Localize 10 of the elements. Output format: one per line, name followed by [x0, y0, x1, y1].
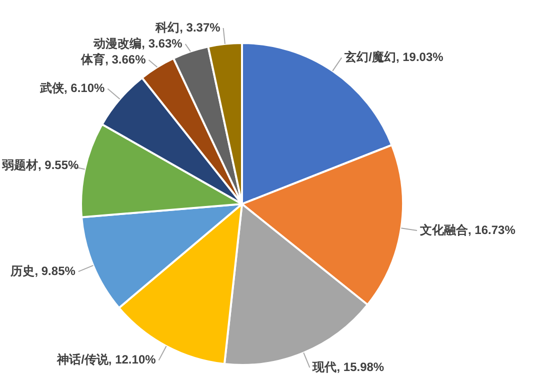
slice-label: 武侠, 6.10% [39, 81, 106, 96]
slice-label: 历史, 9.85% [10, 264, 76, 278]
slice-label: 弱题材, 9.55% [1, 158, 80, 172]
slice-label: 神话/传说, 12.10% [56, 352, 156, 367]
slice-label: 现代, 15.98% [312, 360, 384, 374]
slice-label: 文化融合, 16.73% [419, 222, 516, 237]
slice-label: 动漫改编, 3.63% [92, 36, 183, 50]
slice-label: 玄幻/魔幻, 19.03% [344, 50, 444, 64]
slice-label: 体育, 3.66% [80, 52, 146, 66]
slice-label: 科幻, 3.37% [154, 20, 221, 34]
